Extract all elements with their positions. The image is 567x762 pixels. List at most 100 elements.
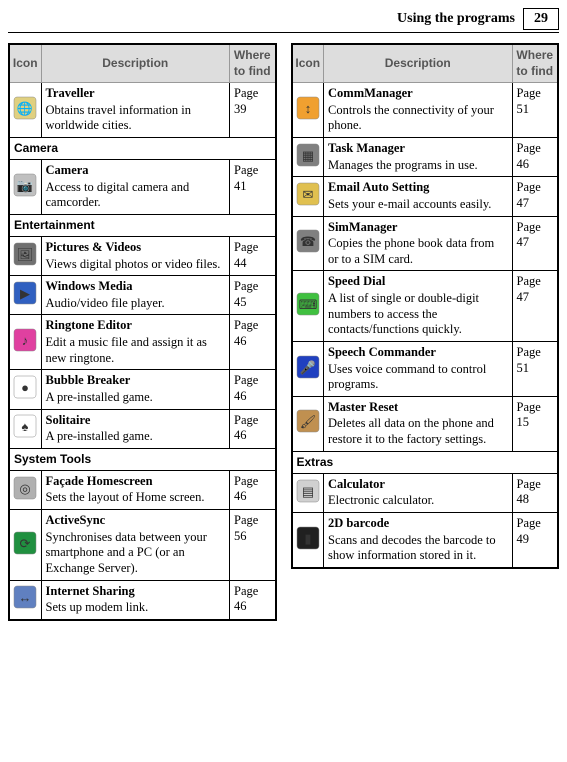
category-row: Camera bbox=[9, 138, 276, 160]
category-label: Entertainment bbox=[9, 214, 276, 236]
where-cell: Page 46 bbox=[230, 580, 276, 620]
section-title: Using the programs bbox=[397, 11, 515, 27]
description-cell: Façade HomescreenSets the layout of Home… bbox=[41, 470, 230, 509]
table-row: ✉ Email Auto SettingSets your e-mail acc… bbox=[292, 177, 559, 216]
table-row: ⟳ ActiveSyncSynchronises data between yo… bbox=[9, 510, 276, 581]
table-row: ↕ CommManagerControls the connectivity o… bbox=[292, 83, 559, 138]
where-cell: Page 46 bbox=[230, 409, 276, 448]
table-row: ⌨ Speed DialA list of single or double-d… bbox=[292, 271, 559, 342]
svg-text:↕: ↕ bbox=[305, 101, 312, 116]
item-title: 2D barcode bbox=[328, 516, 508, 532]
item-desc: Sets the layout of Home screen. bbox=[46, 490, 205, 504]
left-table: Icon Description Where to find 🌐 Travell… bbox=[8, 43, 277, 621]
activesync-icon: ⟳ bbox=[9, 510, 41, 581]
table-row: 🎤 Speech CommanderUses voice command to … bbox=[292, 341, 559, 396]
svg-text:🎤: 🎤 bbox=[300, 359, 316, 375]
where-cell: Page 56 bbox=[230, 510, 276, 581]
item-desc: Obtains travel information in worldwide … bbox=[46, 103, 191, 133]
table-row: ☎ SimManagerCopies the phone book data f… bbox=[292, 216, 559, 271]
item-desc: A pre-installed game. bbox=[46, 429, 153, 443]
item-desc: Scans and decodes the barcode to show in… bbox=[328, 533, 496, 563]
item-title: Façade Homescreen bbox=[46, 474, 226, 490]
facade-icon: ◎ bbox=[9, 470, 41, 509]
where-cell: Page 44 bbox=[230, 236, 276, 275]
item-title: SimManager bbox=[328, 220, 508, 236]
category-label: Extras bbox=[292, 451, 559, 473]
where-cell: Page 51 bbox=[512, 83, 558, 138]
item-title: Windows Media bbox=[46, 279, 226, 295]
description-cell: CommManagerControls the connectivity of … bbox=[324, 83, 513, 138]
barcode-icon: ▮ bbox=[292, 512, 324, 567]
master-reset-icon: 🖌 bbox=[292, 396, 324, 451]
svg-text:▮: ▮ bbox=[304, 531, 311, 546]
th-icon: Icon bbox=[292, 44, 324, 83]
item-desc: Manages the programs in use. bbox=[328, 158, 478, 172]
item-title: Pictures & Videos bbox=[46, 240, 226, 256]
where-cell: Page 47 bbox=[512, 271, 558, 342]
ringtone-icon: ♪ bbox=[9, 315, 41, 370]
item-title: Master Reset bbox=[328, 400, 508, 416]
table-row: 🖌 Master ResetDeletes all data on the ph… bbox=[292, 396, 559, 451]
svg-text:▦: ▦ bbox=[302, 148, 314, 163]
svg-text:✉: ✉ bbox=[302, 187, 313, 202]
taskmanager-icon: ▦ bbox=[292, 138, 324, 177]
description-cell: CalculatorElectronic calculator. bbox=[324, 473, 513, 512]
table-row: ◎ Façade HomescreenSets the layout of Ho… bbox=[9, 470, 276, 509]
simmanager-icon: ☎ bbox=[292, 216, 324, 271]
table-row: ♠ SolitaireA pre-installed game.Page 46 bbox=[9, 409, 276, 448]
th-description: Description bbox=[41, 44, 230, 83]
email-auto-icon: ✉ bbox=[292, 177, 324, 216]
item-title: Ringtone Editor bbox=[46, 318, 226, 334]
svg-text:◎: ◎ bbox=[20, 481, 31, 496]
th-icon: Icon bbox=[9, 44, 41, 83]
item-desc: Deletes all data on the phone and restor… bbox=[328, 416, 494, 446]
th-where: Where to find bbox=[230, 44, 276, 83]
svg-text:●: ● bbox=[21, 380, 29, 395]
description-cell: Bubble BreakerA pre-installed game. bbox=[41, 370, 230, 409]
item-title: Bubble Breaker bbox=[46, 373, 226, 389]
category-row: Entertainment bbox=[9, 214, 276, 236]
svg-text:♪: ♪ bbox=[22, 333, 29, 348]
commmanager-icon: ↕ bbox=[292, 83, 324, 138]
svg-text:♠: ♠ bbox=[22, 419, 29, 434]
table-row: 🖼 Pictures & VideosViews digital photos … bbox=[9, 236, 276, 275]
category-label: Camera bbox=[9, 138, 276, 160]
where-cell: Page 46 bbox=[230, 370, 276, 409]
item-desc: Copies the phone book data from or to a … bbox=[328, 236, 494, 266]
svg-text:⟳: ⟳ bbox=[20, 536, 31, 551]
item-desc: Electronic calculator. bbox=[328, 493, 434, 507]
page-header: Using the programs 29 bbox=[8, 8, 559, 33]
item-title: Speech Commander bbox=[328, 345, 508, 361]
item-desc: A pre-installed game. bbox=[46, 390, 153, 404]
svg-text:↔: ↔ bbox=[19, 590, 32, 605]
camera-icon: 📷 bbox=[9, 160, 41, 215]
item-desc: A list of single or double-digit numbers… bbox=[328, 291, 479, 336]
description-cell: CameraAccess to digital camera and camco… bbox=[41, 160, 230, 215]
wmp-icon: ▶ bbox=[9, 276, 41, 315]
item-desc: Sets your e-mail accounts easily. bbox=[328, 197, 491, 211]
calculator-icon: ▤ bbox=[292, 473, 324, 512]
item-desc: Edit a music file and assign it as new r… bbox=[46, 335, 207, 365]
th-where: Where to find bbox=[512, 44, 558, 83]
table-row: ↔ Internet SharingSets up modem link.Pag… bbox=[9, 580, 276, 620]
item-desc: Access to digital camera and camcorder. bbox=[46, 180, 190, 210]
item-title: Calculator bbox=[328, 477, 508, 493]
item-title: Camera bbox=[46, 163, 226, 179]
where-cell: Page 46 bbox=[512, 138, 558, 177]
svg-text:⌨: ⌨ bbox=[298, 297, 317, 312]
svg-text:🖌: 🖌 bbox=[299, 414, 316, 429]
description-cell: Master ResetDeletes all data on the phon… bbox=[324, 396, 513, 451]
table-row: ● Bubble BreakerA pre-installed game.Pag… bbox=[9, 370, 276, 409]
where-cell: Page 46 bbox=[230, 315, 276, 370]
description-cell: SimManagerCopies the phone book data fro… bbox=[324, 216, 513, 271]
svg-text:🌐: 🌐 bbox=[17, 101, 33, 116]
page-number: 29 bbox=[523, 8, 559, 30]
item-desc: Sets up modem link. bbox=[46, 600, 149, 614]
where-cell: Page 15 bbox=[512, 396, 558, 451]
item-desc: Controls the connectivity of your phone. bbox=[328, 103, 494, 133]
description-cell: 2D barcodeScans and decodes the barcode … bbox=[324, 512, 513, 567]
speech-icon: 🎤 bbox=[292, 341, 324, 396]
item-desc: Uses voice command to control programs. bbox=[328, 362, 486, 392]
where-cell: Page 47 bbox=[512, 216, 558, 271]
solitaire-icon: ♠ bbox=[9, 409, 41, 448]
